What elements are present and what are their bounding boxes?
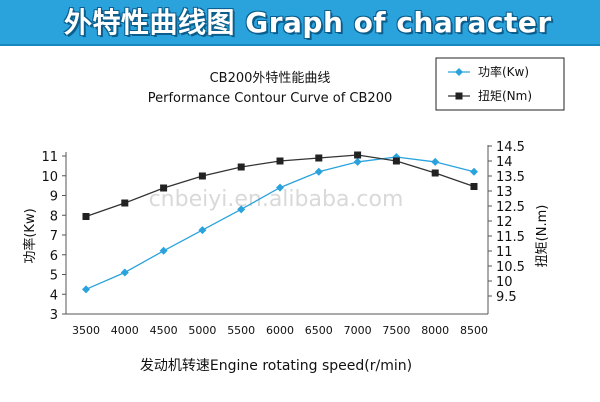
- torque-data-point: [392, 157, 400, 165]
- legend-power-marker: [455, 68, 463, 76]
- x-axis-label: 发动机转速Engine rotating speed(r/min): [140, 358, 412, 374]
- right-tick-label: 13: [496, 185, 513, 200]
- left-tick-label: 3: [50, 308, 58, 323]
- right-tick-label: 11: [496, 245, 513, 260]
- torque-data-point: [354, 151, 362, 159]
- power-data-point: [82, 285, 90, 294]
- right-tick-label: 10: [496, 275, 513, 290]
- power-data-point: [237, 205, 246, 214]
- left-tick-label: 10: [41, 170, 58, 185]
- torque-data-point: [470, 183, 478, 190]
- right-tick-label: 14: [496, 155, 513, 170]
- banner-title: 外特性曲线图 Graph of character: [64, 6, 552, 39]
- x-tick-label: 8000: [421, 324, 449, 337]
- legend-torque-label: 扭矩(Nm): [478, 89, 532, 103]
- power-data-point: [120, 268, 129, 277]
- left-tick-label: 6: [50, 249, 58, 264]
- left-tick-label: 7: [50, 229, 58, 244]
- right-tick-label: 11.5: [496, 230, 525, 245]
- x-tick-label: 5500: [227, 324, 255, 337]
- power-series-line: [85, 156, 475, 290]
- x-tick-label: 8500: [460, 324, 488, 337]
- x-axis: 3500 4000 4500 5000 5500 6000 6500 7000 7500 8000…: [66, 313, 488, 337]
- left-axis: 3 4 5 6 7 8 9 10 11: [41, 150, 67, 323]
- right-tick-label: 9.5: [496, 290, 517, 305]
- legend-torque-marker: [455, 92, 463, 100]
- torque-data-point: [121, 199, 129, 207]
- right-tick-label: 12.5: [496, 200, 525, 215]
- y-left-axis-label: 功率(Kw): [22, 208, 38, 263]
- power-data-point: [198, 226, 207, 235]
- right-tick-label: 13.5: [496, 170, 525, 185]
- left-tick-label: 4: [50, 288, 58, 303]
- right-tick-label: 14.5: [496, 140, 525, 155]
- x-tick-label: 6000: [266, 324, 294, 337]
- y-right-axis-label: 扭矩(N.m): [535, 205, 550, 268]
- power-data-point: [431, 157, 440, 166]
- left-tick-label: 11: [41, 150, 58, 165]
- title-banner: 外特性曲线图 Graph of character: [0, 0, 600, 46]
- x-tick-label: 5000: [188, 324, 216, 337]
- performance-chart: CB200外特性能曲线 Performance Contour Curve of…: [22, 57, 565, 374]
- chart-title: CB200外特性能曲线: [210, 71, 331, 86]
- x-tick-label: 7000: [344, 324, 372, 337]
- power-data-point: [159, 246, 168, 255]
- x-tick-label: 6500: [305, 324, 333, 337]
- right-tick-label: 12: [496, 215, 513, 230]
- power-data-point: [276, 183, 284, 192]
- x-tick-label: 4000: [111, 324, 139, 337]
- x-tick-label: 7500: [382, 324, 410, 337]
- torque-data-point: [237, 163, 245, 171]
- legend-power-label: 功率(Kw): [478, 64, 529, 79]
- x-tick-label: 4500: [150, 324, 178, 337]
- left-tick-label: 9: [50, 190, 58, 205]
- right-tick-label: 10.5: [496, 260, 525, 275]
- torque-data-point: [82, 213, 90, 220]
- power-data-point: [353, 157, 362, 166]
- legend-box: [435, 57, 565, 111]
- torque-data-point: [315, 154, 323, 162]
- chart-subtitle: Performance Contour Curve of CB200: [148, 91, 393, 106]
- x-tick-label: 3500: [72, 324, 100, 337]
- watermark: cnbeiyi.en.alibaba.com: [149, 187, 404, 212]
- left-tick-label: 8: [50, 209, 58, 224]
- left-tick-label: 5: [50, 269, 58, 284]
- power-data-point: [470, 167, 478, 176]
- x-axis-ticks: 3500 4000 4500 5000 5500 6000 6500 7000 7500 8000…: [72, 324, 488, 337]
- power-data-point: [314, 167, 323, 176]
- series-layer: [82, 151, 478, 294]
- torque-data-point: [198, 172, 206, 180]
- left-axis-ticks: 3 4 5 6 7 8 9 10 11: [41, 150, 66, 323]
- torque-data-point: [276, 157, 284, 165]
- torque-data-point: [160, 184, 168, 192]
- torque-data-point: [431, 169, 439, 177]
- chart-legend: 功率(Kw) 扭矩(Nm): [435, 57, 565, 111]
